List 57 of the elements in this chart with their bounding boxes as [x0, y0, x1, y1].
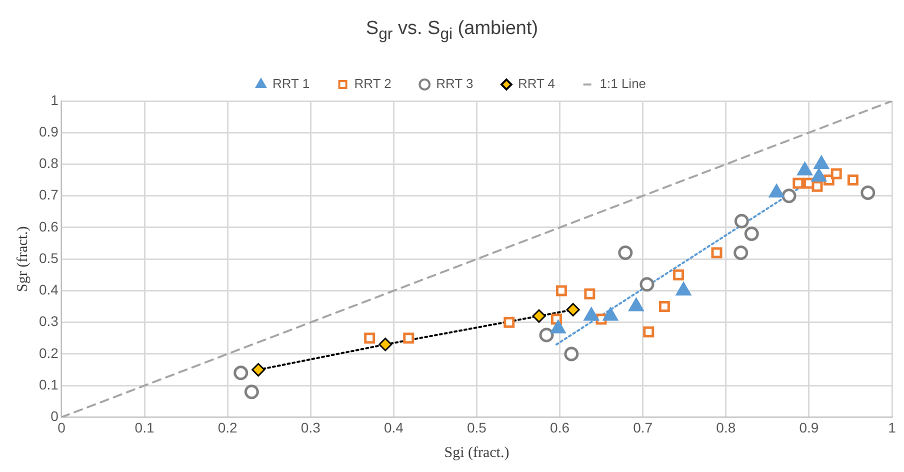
- point: [539, 328, 554, 342]
- point: [812, 180, 823, 192]
- point: [556, 285, 567, 296]
- point: [792, 178, 804, 189]
- point: [744, 226, 759, 242]
- x-tick-label: 0.9: [799, 419, 819, 436]
- point: [734, 214, 749, 228]
- x-tick-label: 0.7: [633, 419, 653, 436]
- x-tick-label: 0.1: [134, 419, 154, 436]
- point: [830, 168, 842, 180]
- point: [504, 316, 515, 328]
- x-tick-label: 0.4: [384, 419, 404, 436]
- x-tick-label: 0.3: [300, 419, 321, 436]
- point: [566, 302, 580, 316]
- x-tick-label: 0.5: [466, 419, 487, 436]
- y-tick-label: 0.5: [38, 250, 59, 266]
- y-tick-label: 0.4: [38, 282, 59, 298]
- point: [234, 366, 248, 380]
- y-tick-label: 0: [50, 408, 59, 424]
- point: [618, 246, 633, 260]
- y-tick-label: 0.8: [38, 155, 59, 172]
- point: [364, 332, 376, 344]
- point: [860, 185, 876, 200]
- point: [532, 309, 546, 323]
- point: [244, 384, 259, 400]
- x-tick-label: 1: [888, 419, 896, 436]
- y-tick-label: 0.3: [38, 313, 59, 330]
- point: [378, 338, 392, 352]
- legend-label: RRT 1: [272, 76, 310, 92]
- y-tick-label: 0.1: [38, 376, 59, 392]
- y-tick-label: 1: [50, 92, 59, 108]
- legend-label: 1:1 Line: [600, 76, 646, 92]
- legend-label: RRT 3: [436, 76, 474, 92]
- point: [658, 301, 670, 312]
- y-tick-label: 0.7: [38, 186, 59, 203]
- x-tick-label: 0.2: [218, 419, 238, 436]
- x-tick-label: 0.6: [550, 419, 570, 436]
- y-tick-label: 0.9: [38, 123, 59, 140]
- chart-title: S$_{gr}$ vs. S$_{gi}$ (ambient): [364, 18, 540, 44]
- point: [711, 247, 722, 258]
- point: [673, 269, 684, 280]
- point: [640, 277, 654, 292]
- y-axis-title: Sgr (fract.): [14, 226, 31, 292]
- y-tick-label: 0.2: [38, 344, 59, 361]
- y-tick-label: 0.6: [38, 218, 59, 234]
- x-axis-title: Sgi (fract.): [444, 444, 510, 461]
- point: [403, 332, 414, 344]
- x-tick-label: 0.8: [716, 419, 736, 436]
- point: [782, 188, 796, 204]
- point: [252, 363, 266, 377]
- legend-label: RRT 4: [518, 76, 556, 92]
- point: [564, 346, 579, 362]
- point: [847, 174, 858, 186]
- legend-label: RRT 2: [354, 76, 392, 92]
- point: [584, 288, 596, 300]
- point: [643, 326, 654, 338]
- point: [734, 246, 748, 260]
